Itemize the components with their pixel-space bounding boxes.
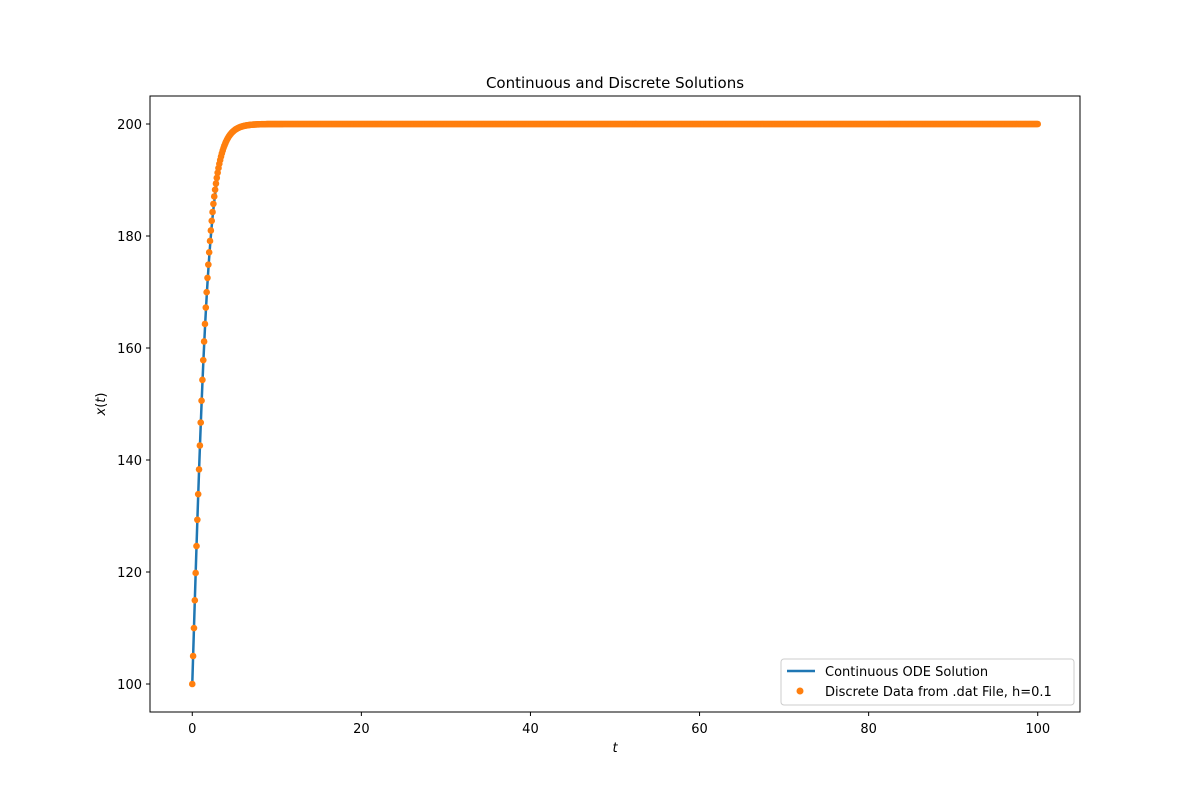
scatter-point <box>192 569 199 577</box>
x-axis-ticks: 0 20 40 60 80 100 <box>188 712 1050 737</box>
scatter-point <box>199 376 206 384</box>
scatter-point <box>203 288 210 296</box>
scatter-point <box>212 180 220 187</box>
x-tick-label: 20 <box>353 722 370 737</box>
scatter-point <box>211 186 219 193</box>
y-tick-label: 160 <box>117 342 142 357</box>
scatter-point <box>199 356 207 364</box>
scatter-point <box>209 208 216 216</box>
scatter-point <box>205 261 212 268</box>
scatter-point <box>198 397 205 404</box>
scatter-point <box>188 680 196 688</box>
y-axis-label: x(t) <box>94 393 109 417</box>
y-tick-label: 120 <box>117 566 142 581</box>
scatter-point <box>1034 120 1042 128</box>
scatter-point <box>200 338 208 345</box>
legend-box <box>780 658 1075 706</box>
y-tick-label: 100 <box>117 678 142 693</box>
x-tick-label: 100 <box>1025 722 1050 737</box>
scatter-point <box>205 249 213 256</box>
y-axis-ticks: 100 120 140 160 180 200 <box>117 118 150 693</box>
x-tick-label: 60 <box>691 722 708 737</box>
scatter-point <box>190 624 198 632</box>
scatter-point <box>197 419 205 426</box>
plot-area <box>149 95 1081 713</box>
scatter-point <box>201 320 209 328</box>
y-tick-label: 180 <box>117 230 142 245</box>
y-tick-label: 140 <box>117 454 142 469</box>
scatter-point <box>213 174 221 182</box>
axes-frame <box>149 95 1081 713</box>
scatter-point <box>210 200 217 208</box>
scatter-point <box>204 274 211 282</box>
scatter-point <box>206 237 214 245</box>
series-layer <box>188 120 1042 688</box>
scatter-point <box>202 304 210 311</box>
legend-marker-swatch <box>796 687 804 695</box>
x-axis-label: t <box>612 741 618 756</box>
scatter-point <box>189 652 197 660</box>
scatter-point <box>210 193 218 200</box>
scatter-point <box>196 442 204 449</box>
scatter-point <box>193 542 200 550</box>
y-tick-label: 200 <box>117 118 142 133</box>
x-tick-label: 80 <box>860 722 877 737</box>
chart-title: Continuous and Discrete Solutions <box>486 74 744 92</box>
x-tick-label: 0 <box>188 722 196 737</box>
x-tick-label: 40 <box>522 722 539 737</box>
scatter-point <box>208 217 216 225</box>
scatter-point <box>194 516 201 524</box>
legend: Continuous ODE Solution Discrete Data fr… <box>780 658 1075 706</box>
scatter-point <box>195 466 203 473</box>
legend-label-discrete: Discrete Data from .dat File, h=0.1 <box>825 685 1052 700</box>
legend-label-continuous: Continuous ODE Solution <box>825 665 988 680</box>
scatter-point <box>194 490 202 498</box>
scatter-point <box>207 227 215 234</box>
scatter-point <box>191 597 199 604</box>
